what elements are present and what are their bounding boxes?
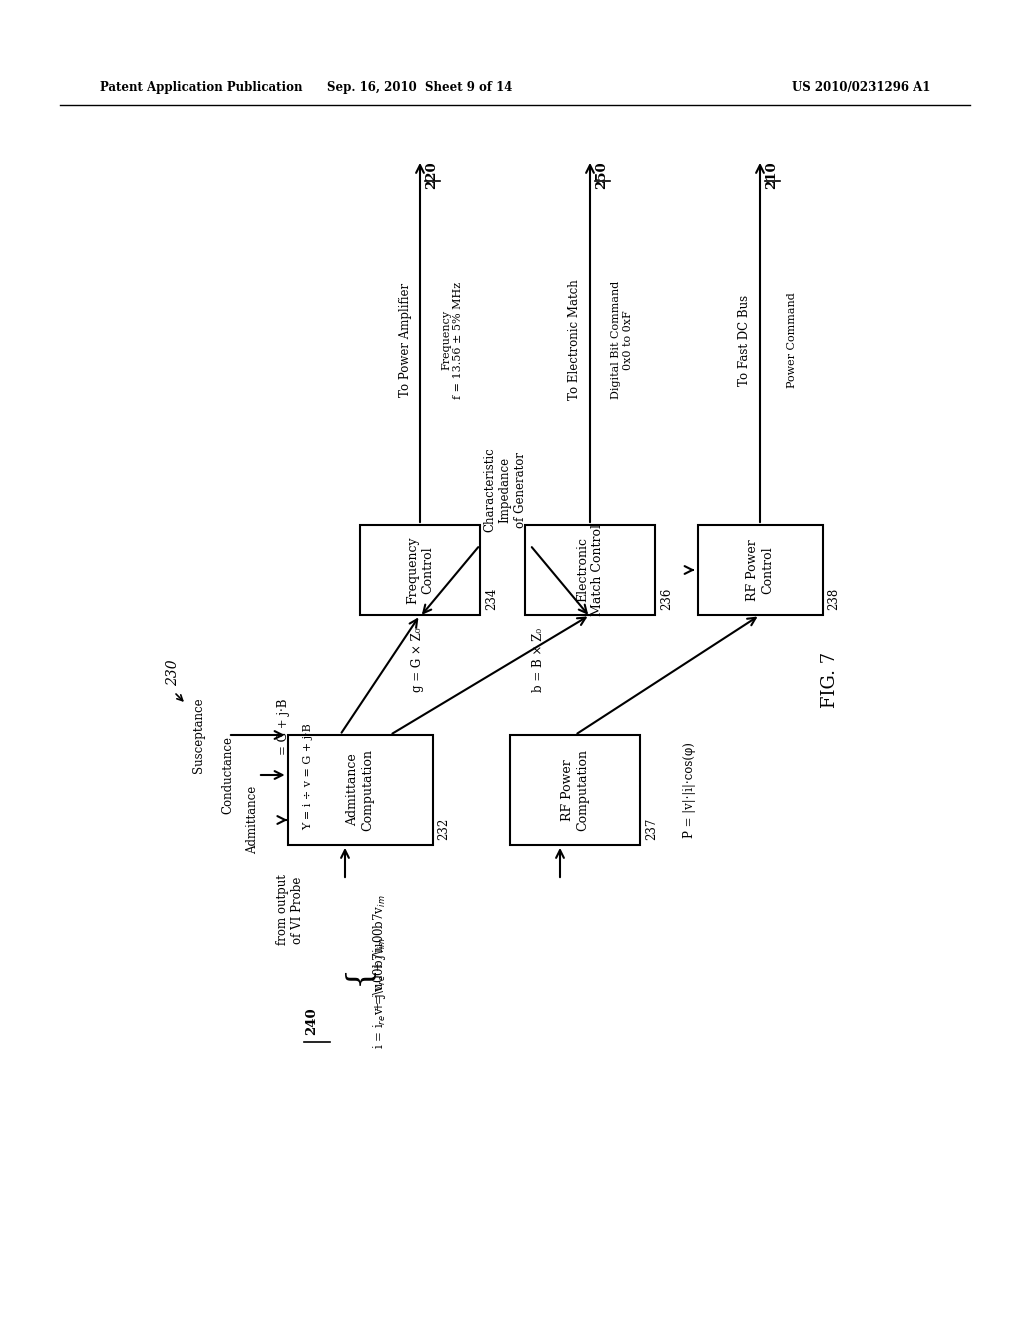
Text: Sep. 16, 2010  Sheet 9 of 14: Sep. 16, 2010 Sheet 9 of 14 <box>328 82 513 95</box>
Text: To Power Amplifier: To Power Amplifier <box>398 282 412 397</box>
Text: RF Power
Computation: RF Power Computation <box>561 748 589 832</box>
Text: from output
of VI Probe: from output of VI Probe <box>276 875 304 945</box>
Text: Power Command: Power Command <box>787 292 797 388</box>
Text: g = G × Z₀: g = G × Z₀ <box>412 628 425 692</box>
Bar <box>510 735 640 845</box>
Text: Digital Bit Command
0x0 to 0xF: Digital Bit Command 0x0 to 0xF <box>611 281 633 399</box>
Text: Frequency
f = 13.56 ± 5% MHz: Frequency f = 13.56 ± 5% MHz <box>441 281 463 399</box>
Text: = G + j·B: = G + j·B <box>276 698 290 755</box>
Text: Frequency
Control: Frequency Control <box>406 536 434 603</box>
Text: 236: 236 <box>660 587 673 610</box>
Text: 210: 210 <box>766 161 778 189</box>
Text: Susceptance: Susceptance <box>191 697 205 772</box>
Bar <box>525 525 655 615</box>
Text: Electronic
Match Control: Electronic Match Control <box>575 524 604 616</box>
Text: To Electronic Match: To Electronic Match <box>568 280 582 400</box>
Text: US 2010/0231296 A1: US 2010/0231296 A1 <box>792 82 930 95</box>
Text: v = v$_{re}$ + j\u00b7v$_{im}$: v = v$_{re}$ + j\u00b7v$_{im}$ <box>372 895 388 1015</box>
Bar <box>697 525 822 615</box>
Text: 250: 250 <box>596 161 608 189</box>
Text: RF Power
Control: RF Power Control <box>746 539 774 601</box>
Text: 230: 230 <box>166 660 180 686</box>
Text: Admittance: Admittance <box>247 785 259 854</box>
Text: i = i$_{re}$ + j\u00b7i$_{im}$: i = i$_{re}$ + j\u00b7i$_{im}$ <box>372 937 388 1049</box>
Text: 232: 232 <box>437 818 451 840</box>
Bar <box>288 735 432 845</box>
Text: Conductance: Conductance <box>221 737 234 814</box>
Text: Patent Application Publication: Patent Application Publication <box>100 82 302 95</box>
Text: 234: 234 <box>485 587 498 610</box>
Text: 240: 240 <box>305 1007 318 1035</box>
Text: 220: 220 <box>426 161 438 189</box>
Text: FIG. 7: FIG. 7 <box>821 652 839 708</box>
Text: P = |v|·|i|·cos(φ): P = |v|·|i|·cos(φ) <box>683 742 696 838</box>
Text: Y = i ÷ v = G + j·B: Y = i ÷ v = G + j·B <box>303 723 313 830</box>
Text: Characteristic
Impedance
of Generator: Characteristic Impedance of Generator <box>483 447 526 532</box>
Text: {: { <box>342 964 374 985</box>
Text: b = B × Z₀: b = B × Z₀ <box>531 628 545 692</box>
Text: 237: 237 <box>645 817 658 840</box>
Text: 238: 238 <box>827 587 841 610</box>
Text: To Fast DC Bus: To Fast DC Bus <box>738 294 752 385</box>
Bar <box>360 525 480 615</box>
Text: Admittance
Computation: Admittance Computation <box>346 748 374 832</box>
